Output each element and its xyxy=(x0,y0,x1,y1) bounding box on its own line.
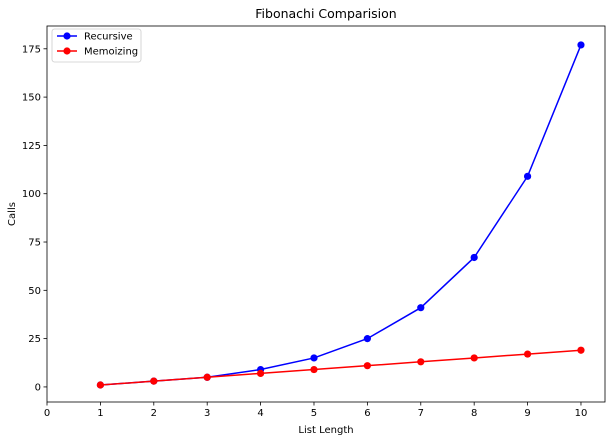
y-tick-label-7: 175 xyxy=(22,44,41,55)
series-line-recursive xyxy=(100,44,582,386)
x-tick-label-6: 6 xyxy=(364,408,370,419)
data-point-memoizing-5 xyxy=(310,365,318,374)
data-point-recursive-10 xyxy=(577,41,585,49)
legend-marker-memoizing xyxy=(63,47,71,55)
y-tick-label-5: 125 xyxy=(22,141,41,152)
chart-title: Fibonachi Comparision xyxy=(255,6,396,21)
x-axis-label: List Length xyxy=(298,425,353,436)
x-tick-label-4: 4 xyxy=(257,408,263,419)
data-point-recursive-7 xyxy=(417,304,425,312)
x-tick-label-7: 7 xyxy=(418,408,424,419)
series-line-memoizing xyxy=(100,349,582,386)
x-tick-label-5: 5 xyxy=(311,408,317,419)
data-point-memoizing-7 xyxy=(417,358,425,366)
y-axis-label: Calls xyxy=(7,202,18,226)
x-tick-label-10: 10 xyxy=(575,408,588,419)
x-tick-label-2: 2 xyxy=(151,408,157,419)
x-tick-label-9: 9 xyxy=(524,408,530,419)
data-point-memoizing-3 xyxy=(203,373,211,381)
legend-label-memoizing: Memoizing xyxy=(84,47,138,58)
x-tick-label-8: 8 xyxy=(471,408,477,419)
x-tick-label-3: 3 xyxy=(204,408,210,419)
data-point-memoizing-6 xyxy=(363,362,371,370)
chart-legend: Recursive Memoizing xyxy=(51,28,142,63)
legend-marker-recursive xyxy=(63,32,71,40)
x-tick-label-0: 0 xyxy=(44,408,50,419)
data-point-recursive-9 xyxy=(523,172,532,180)
legend-frame xyxy=(51,28,142,63)
data-point-memoizing-2 xyxy=(150,377,158,385)
data-point-memoizing-4 xyxy=(256,369,265,378)
y-tick-label-2: 50 xyxy=(28,286,41,297)
data-point-memoizing-1 xyxy=(96,381,104,389)
plot-frame xyxy=(46,25,606,403)
x-tick-label-1: 1 xyxy=(97,408,103,419)
data-point-memoizing-10 xyxy=(577,346,585,354)
y-tick-label-4: 100 xyxy=(22,189,41,200)
data-point-recursive-8 xyxy=(470,253,478,262)
y-tick-label-0: 0 xyxy=(35,382,41,393)
series-recursive xyxy=(96,41,585,389)
y-tick-label-1: 25 xyxy=(28,334,41,345)
series-memoizing xyxy=(96,346,585,389)
legend-label-recursive: Recursive xyxy=(84,32,133,43)
series-layer xyxy=(96,41,585,389)
y-tick-label-3: 75 xyxy=(28,238,41,249)
data-point-memoizing-9 xyxy=(523,350,532,358)
data-point-recursive-5 xyxy=(310,354,318,362)
data-point-memoizing-8 xyxy=(470,354,478,362)
y-tick-label-6: 150 xyxy=(22,93,41,104)
data-point-recursive-6 xyxy=(363,335,371,343)
